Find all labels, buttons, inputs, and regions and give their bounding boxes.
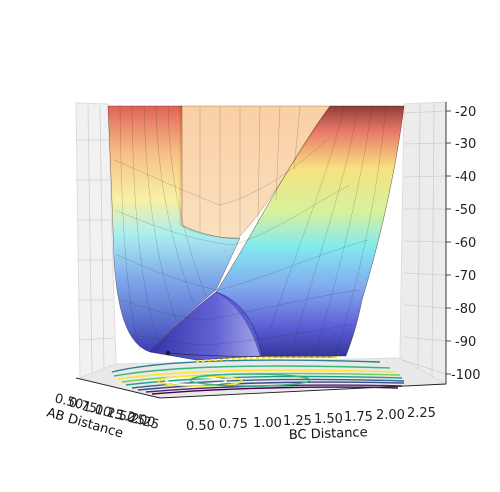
bc-tick-label: 1.50 bbox=[314, 412, 343, 427]
z-tick-label: -50 bbox=[455, 203, 476, 218]
ab-tick-labels: 0.50 0.75 1.00 1.25 1.50 1.75 2.00 2.25 bbox=[53, 391, 161, 433]
bc-axis-label: BC Distance bbox=[289, 425, 368, 443]
ab-tick-label: 1.25 bbox=[93, 402, 125, 424]
tick-marks bbox=[446, 110, 451, 375]
contour-projection bbox=[111, 355, 405, 395]
bc-tick-label: 1.75 bbox=[344, 410, 373, 425]
ab-tick-label: 0.75 bbox=[67, 395, 99, 417]
bc-tick-label: 0.50 bbox=[186, 419, 215, 434]
z-tick-label: -90 bbox=[455, 335, 476, 350]
surface-mesh bbox=[113, 105, 387, 355]
ab-tick-label: 2.25 bbox=[129, 411, 161, 433]
ab-tick-label: 1.00 bbox=[81, 399, 113, 421]
bc-tick-label: 0.75 bbox=[219, 417, 248, 432]
z-tick-label: -80 bbox=[455, 302, 476, 317]
axis-lines bbox=[75, 102, 447, 399]
grid-lines bbox=[76, 102, 447, 379]
z-tick-label: -40 bbox=[455, 170, 476, 185]
ab-tick-label: 1.75 bbox=[115, 407, 147, 429]
axes-panes bbox=[75, 101, 448, 399]
bc-tick-label: 2.25 bbox=[407, 406, 436, 421]
ab-tick-label: 1.50 bbox=[105, 405, 137, 427]
bc-tick-label: 1.25 bbox=[283, 414, 312, 429]
z-tick-labels: -20 -30 -40 -50 -60 -70 -80 -90 -100 bbox=[451, 105, 481, 383]
bc-tick-label: 2.00 bbox=[376, 408, 405, 423]
z-tick-label: -100 bbox=[451, 368, 481, 383]
bc-tick-label: 1.00 bbox=[253, 416, 282, 431]
z-tick-label: -70 bbox=[455, 269, 476, 284]
z-tick-label: -60 bbox=[455, 236, 476, 251]
z-tick-label: -30 bbox=[455, 137, 476, 152]
bc-tick-labels: 0.50 0.75 1.00 1.25 1.50 1.75 2.00 2.25 bbox=[186, 406, 436, 434]
z-tick-label: -20 bbox=[455, 105, 476, 120]
energy-surface bbox=[107, 105, 405, 361]
ab-tick-label: 2.00 bbox=[125, 409, 157, 431]
trajectory-path bbox=[167, 352, 335, 358]
valley-floor bbox=[149, 291, 263, 361]
ab-tick-label: 0.50 bbox=[53, 391, 85, 413]
